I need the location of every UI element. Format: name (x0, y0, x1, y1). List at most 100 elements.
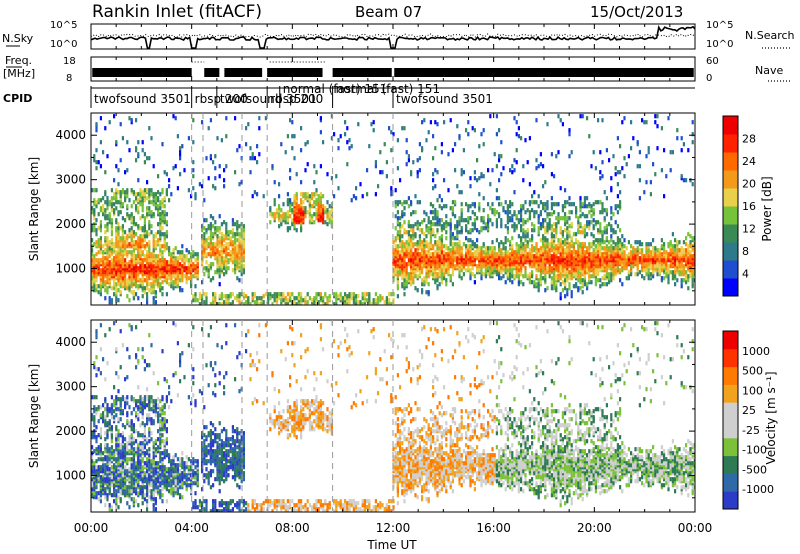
nsearch-tick-top: 10^5 (706, 20, 733, 31)
power-cell (643, 254, 646, 259)
power-cell (293, 296, 296, 301)
power-cell (528, 214, 531, 219)
power-cell (616, 224, 619, 229)
power-cell (561, 280, 564, 285)
power-cell (170, 276, 173, 281)
power-cell (667, 264, 670, 269)
power-cell (311, 192, 314, 197)
power-cell (104, 236, 107, 241)
power-cell (535, 200, 538, 205)
power-cell (95, 218, 98, 223)
power-cell (273, 292, 276, 297)
power-cell (401, 224, 404, 229)
power-cell (313, 212, 316, 217)
power-cell (425, 250, 428, 255)
power-cell (515, 274, 518, 279)
power-cell (451, 232, 454, 237)
power-cell (564, 212, 567, 217)
power-cell (429, 238, 432, 243)
power-cell (427, 290, 430, 295)
power-cell (348, 138, 351, 143)
power-cell (135, 232, 138, 237)
power-cell (93, 242, 96, 247)
power-cell (550, 286, 553, 291)
power-cell (544, 266, 547, 271)
power-cell (183, 168, 186, 173)
power-cell (399, 250, 402, 255)
power-cell (671, 232, 674, 237)
power-cell (638, 270, 641, 275)
power-cell (99, 258, 102, 263)
cpid-segment-label: rbsp 200 (195, 92, 248, 106)
power-cell (152, 284, 155, 289)
power-cell (491, 240, 494, 245)
power-cell (568, 216, 571, 221)
power-cell (432, 172, 435, 177)
power-cell (610, 216, 613, 221)
power-cell (550, 232, 553, 237)
power-cell (218, 244, 221, 249)
power-cell (493, 254, 496, 259)
power-cell (685, 236, 688, 241)
power-cell (121, 216, 124, 221)
power-cell (592, 248, 595, 253)
power-cell (93, 274, 96, 279)
power-cell (465, 128, 468, 133)
power-cell (192, 186, 195, 191)
power-cell (216, 264, 219, 269)
power-cell (645, 272, 648, 277)
power-cell (462, 218, 465, 223)
power-cell (212, 276, 215, 281)
power-cell (205, 244, 208, 249)
power-cell (515, 120, 518, 125)
power-cell (504, 200, 507, 205)
power-cell (682, 268, 685, 273)
power-cell (220, 222, 223, 227)
power-cell (416, 158, 419, 163)
power-cell (654, 246, 657, 251)
power-cell (471, 222, 474, 227)
power-cell (388, 298, 391, 303)
power-cell (289, 204, 292, 209)
power-cell (159, 282, 162, 287)
power-cell (302, 192, 305, 197)
power-cell (394, 236, 397, 241)
power-cell (458, 244, 461, 249)
power-cell (528, 210, 531, 215)
power-cell (467, 204, 470, 209)
power-cell (456, 242, 459, 247)
power-cell (154, 192, 157, 197)
power-cell (599, 238, 602, 243)
power-cell (205, 156, 208, 161)
power-cell (159, 252, 162, 257)
power-cell (286, 218, 289, 223)
power-cell (663, 246, 666, 251)
power-cell (192, 140, 195, 145)
power-cell (313, 200, 316, 205)
power-cell (462, 170, 465, 175)
power-cell (478, 230, 481, 235)
power-cell (143, 216, 146, 221)
power-cell (128, 228, 131, 233)
power-cell (242, 250, 245, 255)
power-cell (328, 210, 331, 215)
power-cell (150, 282, 153, 287)
power-cell (553, 286, 556, 291)
power-cell (113, 246, 116, 251)
power-cell (476, 178, 479, 183)
power-cell (627, 276, 630, 281)
power-cell (117, 168, 120, 173)
power-cell (515, 214, 518, 219)
power-cell (390, 292, 393, 297)
power-cell (693, 236, 695, 241)
power-cell (555, 234, 558, 239)
power-cell (594, 282, 597, 287)
power-cell (634, 240, 637, 245)
power-cell (458, 252, 461, 257)
power-cell (511, 164, 514, 169)
power-cell (425, 274, 428, 279)
power-cell (225, 222, 228, 227)
power-cell (95, 160, 98, 165)
power-cell (91, 262, 94, 267)
power-cell (399, 238, 402, 243)
